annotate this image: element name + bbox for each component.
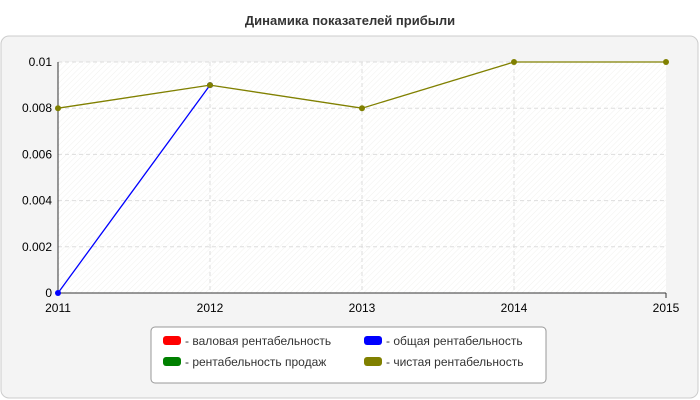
x-tick-label: 2015 <box>653 301 680 315</box>
legend-label: - рентабельность продаж <box>185 355 326 369</box>
legend-label: - общая рентабельность <box>386 334 523 348</box>
legend-item[interactable]: - рентабельность продаж <box>163 355 326 369</box>
data-point[interactable] <box>359 105 365 112</box>
legend-swatch <box>163 357 181 366</box>
legend-label: - валовая рентабельность <box>185 334 331 348</box>
legend-item[interactable]: - чистая рентабельность <box>364 355 523 369</box>
x-tick-label: 2011 <box>45 301 71 315</box>
data-point[interactable] <box>207 82 213 89</box>
legend-swatch <box>163 336 181 345</box>
legend-item[interactable]: - общая рентабельность <box>364 334 523 348</box>
legend-box <box>150 326 547 384</box>
legend-item[interactable]: - валовая рентабельность <box>163 334 331 348</box>
legend-swatch <box>364 357 382 366</box>
x-tick-label: 2013 <box>349 301 376 315</box>
series-line-1 <box>57 84 211 294</box>
y-tick-label: 0 <box>45 286 52 300</box>
data-point[interactable] <box>55 290 61 296</box>
legend[interactable]: - валовая рентабельность - общая рентабел… <box>150 326 547 384</box>
data-point[interactable] <box>511 59 517 65</box>
legend-label: - чистая рентабельность <box>386 355 523 369</box>
y-tick-label: 0.004 <box>22 194 52 208</box>
y-tick-label: 0.008 <box>22 101 52 115</box>
y-tick-label: 0.006 <box>22 147 52 161</box>
series-lines <box>55 59 669 296</box>
y-tick-label: 0.01 <box>29 55 53 69</box>
legend-swatch <box>364 336 382 345</box>
data-point[interactable] <box>55 105 61 112</box>
chart-title: Динамика показателей прибыли <box>245 13 455 28</box>
x-tick-label: 2014 <box>501 301 528 315</box>
axes <box>57 62 667 298</box>
grid-lines <box>58 61 666 293</box>
y-tick-label: 0.002 <box>22 240 52 254</box>
tick-labels: 0 0.002 0.004 0.006 0.008 0.01 2011 2012 2013 201… <box>22 55 680 315</box>
data-point[interactable] <box>663 59 669 65</box>
x-tick-label: 2012 <box>197 301 224 315</box>
